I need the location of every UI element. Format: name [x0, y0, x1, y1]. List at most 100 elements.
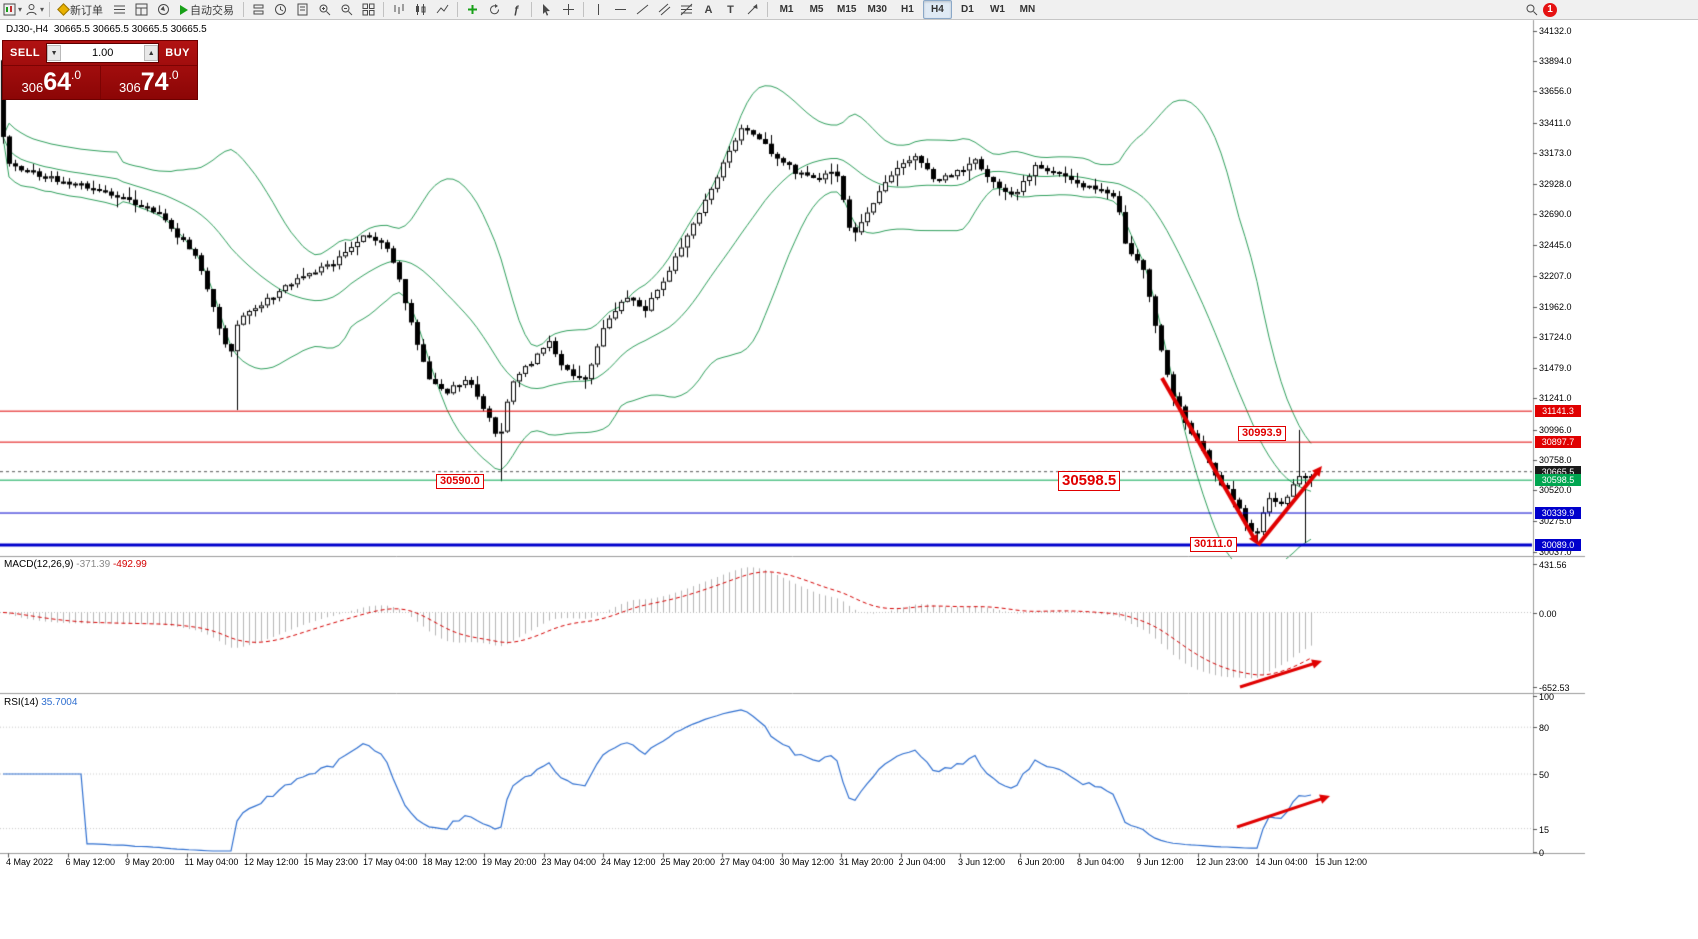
- refresh-button[interactable]: [484, 0, 505, 19]
- text-tool-icon: A: [704, 3, 713, 16]
- navigator-icon: [158, 4, 170, 15]
- cursor-icon: [543, 4, 551, 16]
- bar-chart-type-button[interactable]: [388, 0, 409, 19]
- timeframe-d1[interactable]: D1: [961, 4, 974, 15]
- arrow-tool[interactable]: [742, 0, 763, 19]
- toolbar-separator: [457, 2, 459, 17]
- indicators-list-button[interactable]: [248, 0, 269, 19]
- timeframe-mn[interactable]: MN: [1019, 4, 1036, 15]
- timeframe-m15[interactable]: M15: [837, 4, 857, 15]
- volume-input[interactable]: [61, 46, 145, 60]
- data-window-button[interactable]: [131, 0, 152, 19]
- zoom-in-icon: [319, 4, 331, 16]
- notification-badge[interactable]: 1: [1543, 2, 1557, 17]
- crosshair-button[interactable]: [558, 0, 579, 19]
- time-axis[interactable]: [0, 854, 1533, 870]
- channel-icon: [658, 3, 671, 16]
- chart-symbol-info: DJ30-,H4 30665.5 30665.5 30665.5 30665.5: [6, 24, 207, 35]
- vertical-line-icon: [598, 4, 600, 15]
- text-tool[interactable]: A: [698, 0, 719, 19]
- arrow-icon: [747, 4, 758, 15]
- timeframe-w1[interactable]: W1: [989, 4, 1005, 15]
- vertical-line-tool[interactable]: [588, 0, 609, 19]
- label-tool[interactable]: T: [720, 0, 741, 19]
- candle-chart-type-button[interactable]: [410, 0, 431, 19]
- trend-line-tool[interactable]: [632, 0, 653, 19]
- tile-windows-button[interactable]: [358, 0, 379, 19]
- sell-price-frac: .0: [71, 68, 82, 82]
- line-chart-type-button[interactable]: [432, 0, 453, 19]
- main-toolbar: ▾ ▾ 新订单 自动交易: [0, 0, 1698, 20]
- profile-icon: [26, 4, 37, 16]
- auto-trading-button[interactable]: 自动交易: [175, 0, 239, 19]
- trend-line-icon: [636, 4, 649, 15]
- volume-box: ▼ ▲: [46, 43, 160, 63]
- new-chart-button[interactable]: ▾: [2, 0, 23, 19]
- sell-price-big: 64: [43, 68, 71, 96]
- buy-price-frac: .0: [168, 68, 179, 82]
- play-icon: [180, 4, 189, 15]
- timeframe-h1[interactable]: H1: [901, 4, 914, 15]
- crosshair-icon: [563, 4, 575, 15]
- template-icon: [297, 3, 308, 16]
- profiles-button[interactable]: ▾: [24, 0, 45, 19]
- templates-button[interactable]: [292, 0, 313, 19]
- timeframe-m5[interactable]: M5: [809, 4, 824, 15]
- new-order-icon: [57, 3, 70, 16]
- chevron-down-icon: ▾: [40, 5, 45, 14]
- toolbar-separator: [383, 2, 385, 17]
- candlestick-icon: [416, 4, 426, 15]
- zoom-out-icon: [341, 4, 353, 16]
- horizontal-line-tool[interactable]: [610, 0, 631, 19]
- plus-icon: [468, 5, 478, 14]
- market-watch-button[interactable]: [109, 0, 130, 19]
- line-chart-icon: [436, 4, 449, 14]
- tile-windows-icon: [362, 3, 375, 16]
- buy-price[interactable]: 306 74.0: [101, 66, 198, 99]
- sell-price[interactable]: 306 64.0: [3, 66, 100, 99]
- fx-indicator-button[interactable]: ƒ: [506, 0, 527, 19]
- price-axis[interactable]: [1533, 20, 1588, 854]
- timeframe-m1[interactable]: M1: [779, 4, 794, 15]
- periods-button[interactable]: [270, 0, 291, 19]
- cursor-button[interactable]: [536, 0, 557, 19]
- bar-chart-icon: [394, 4, 404, 14]
- buy-button[interactable]: BUY: [161, 47, 194, 59]
- new-order-button[interactable]: 新订单: [54, 0, 108, 19]
- fibonacci-icon: [680, 3, 693, 16]
- refresh-icon: [490, 4, 500, 15]
- auto-trading-label: 自动交易: [190, 4, 235, 17]
- new-order-label: 新订单: [70, 4, 104, 17]
- timeframe-m30[interactable]: M30: [867, 4, 887, 15]
- volume-up-button[interactable]: ▲: [144, 45, 159, 61]
- toolbar-separator: [767, 2, 769, 17]
- symbol-period: DJ30-,H4: [6, 24, 49, 35]
- navigator-button[interactable]: [153, 0, 174, 19]
- buy-price-big: 74: [140, 68, 169, 96]
- volume-down-button[interactable]: ▼: [47, 45, 62, 61]
- toolbar-separator: [583, 2, 585, 17]
- sell-price-base: 306: [21, 80, 44, 95]
- channel-tool[interactable]: [654, 0, 675, 19]
- sell-button[interactable]: SELL: [6, 47, 44, 59]
- zoom-in-button[interactable]: [314, 0, 335, 19]
- horizontal-line-icon: [615, 9, 627, 10]
- timeframe-h4[interactable]: H4: [922, 0, 952, 19]
- candle-chart-icon: [3, 3, 16, 16]
- timeframe-group: M1 M5 M15 M30 H1 H4 D1 W1 MN: [772, 0, 1042, 19]
- add-indicator-button[interactable]: [462, 0, 483, 19]
- toolbar-separator: [531, 2, 533, 17]
- data-window-icon: [135, 3, 148, 16]
- clock-icon: [275, 4, 287, 15]
- fibonacci-tool[interactable]: [676, 0, 697, 19]
- search-button[interactable]: [1521, 0, 1542, 19]
- price-divider: [99, 66, 101, 99]
- layers-icon: [253, 4, 264, 15]
- toolbar-separator: [49, 2, 51, 17]
- market-watch-icon: [114, 5, 126, 14]
- zoom-out-button[interactable]: [336, 0, 357, 19]
- search-icon: [1526, 4, 1538, 16]
- chevron-down-icon: ▾: [18, 5, 23, 14]
- buy-price-base: 306: [118, 80, 141, 95]
